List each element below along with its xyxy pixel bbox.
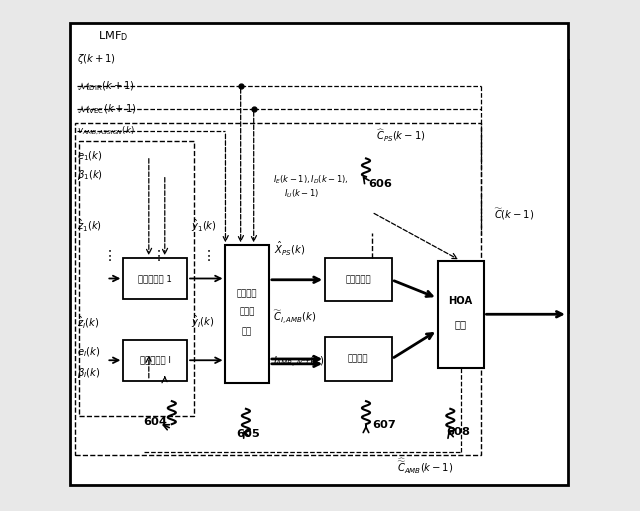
Text: 604: 604 <box>143 417 168 427</box>
Text: $\widetilde{C}(k-1)$: $\widetilde{C}(k-1)$ <box>493 207 534 222</box>
FancyBboxPatch shape <box>124 340 187 381</box>
Text: $e_1(k)$: $e_1(k)$ <box>77 149 103 162</box>
Text: $\widehat{C}_{PS}(k-1)$: $\widehat{C}_{PS}(k-1)$ <box>376 127 426 144</box>
Text: 逆利得制御 I: 逆利得制御 I <box>140 356 171 365</box>
Text: $I_U(k-1)$: $I_U(k-1)$ <box>284 188 319 200</box>
Text: HOA: HOA <box>449 296 473 307</box>
Text: 607: 607 <box>372 420 396 430</box>
Text: $I_{AMB,ACT}(k)$: $I_{AMB,ACT}(k)$ <box>273 355 324 370</box>
Text: 合成: 合成 <box>454 319 467 330</box>
Text: チャネル: チャネル <box>237 289 257 298</box>
Text: $\mathcal{M}_{\rm DIR}(k+1)$: $\mathcal{M}_{\rm DIR}(k+1)$ <box>77 79 135 92</box>
Text: $v_{AMB,ASSIGN}(k)$: $v_{AMB,ASSIGN}(k)$ <box>77 125 135 137</box>
Text: 周囲合成: 周囲合成 <box>348 355 369 363</box>
Text: $\hat{z}_1(k)$: $\hat{z}_1(k)$ <box>77 217 102 233</box>
Text: 608: 608 <box>446 427 470 437</box>
Text: $\vdots$: $\vdots$ <box>201 248 211 263</box>
FancyBboxPatch shape <box>438 261 484 368</box>
Text: $I_E(k-1), I_D(k-1),$: $I_E(k-1), I_D(k-1),$ <box>273 174 349 186</box>
Text: $\hat{y}_1(k)$: $\hat{y}_1(k)$ <box>191 218 217 234</box>
Text: $\mathcal{M}_{\rm VEC}(k+1)$: $\mathcal{M}_{\rm VEC}(k+1)$ <box>77 102 137 115</box>
Text: $\beta_I(k)$: $\beta_I(k)$ <box>77 366 101 380</box>
Text: 逆利得制御 1: 逆利得制御 1 <box>138 274 172 283</box>
FancyBboxPatch shape <box>325 258 392 301</box>
FancyBboxPatch shape <box>325 337 392 381</box>
Text: $e_I(k)$: $e_I(k)$ <box>77 346 100 359</box>
Text: $\widetilde{C}_{I,AMB}(k)$: $\widetilde{C}_{I,AMB}(k)$ <box>273 308 316 326</box>
Text: $\vdots$: $\vdots$ <box>150 248 161 263</box>
Text: 再割り: 再割り <box>239 307 255 316</box>
Text: $\hat{z}_I(k)$: $\hat{z}_I(k)$ <box>77 314 100 330</box>
Text: $\vdots$: $\vdots$ <box>102 248 111 263</box>
Text: $\widehat{\widetilde{C}}_{AMB}(k-1)$: $\widehat{\widetilde{C}}_{AMB}(k-1)$ <box>397 456 453 476</box>
Text: 606: 606 <box>369 178 392 189</box>
Text: $\zeta(k+1)$: $\zeta(k+1)$ <box>77 52 116 66</box>
Text: LMF$_\mathrm{D}$: LMF$_\mathrm{D}$ <box>98 29 128 43</box>
FancyBboxPatch shape <box>70 23 568 485</box>
FancyBboxPatch shape <box>124 258 187 299</box>
Text: $\beta_1(k)$: $\beta_1(k)$ <box>77 168 103 182</box>
Text: 605: 605 <box>237 429 260 439</box>
Text: 当て: 当て <box>242 328 252 337</box>
Text: $\hat{X}_{PS}(k)$: $\hat{X}_{PS}(k)$ <box>274 239 305 257</box>
Text: 優勢音合成: 優勢音合成 <box>346 275 371 284</box>
FancyBboxPatch shape <box>225 245 269 383</box>
Text: $\hat{y}_I(k)$: $\hat{y}_I(k)$ <box>191 314 214 330</box>
